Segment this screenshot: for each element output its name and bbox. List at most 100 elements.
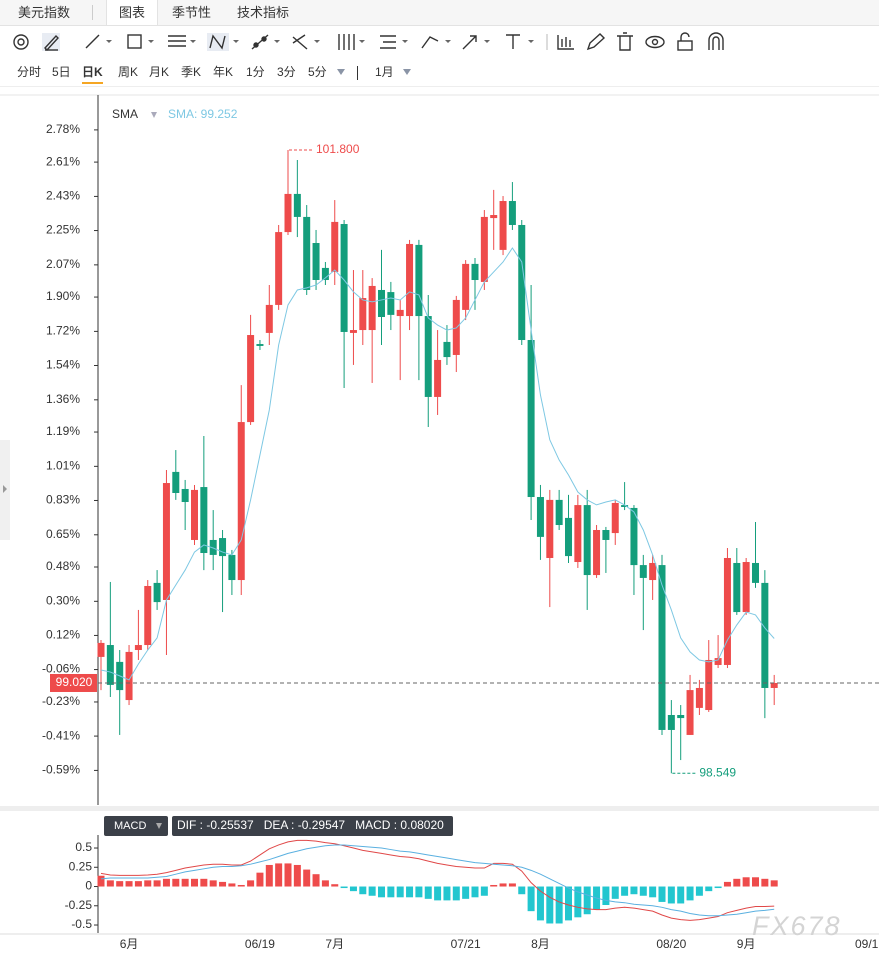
tool-icon[interactable] <box>617 32 633 51</box>
tab-divider <box>92 5 93 20</box>
tool-icon[interactable] <box>557 35 574 50</box>
candle-body <box>331 221 339 272</box>
macd-bar <box>134 881 142 887</box>
candle-body <box>237 422 245 581</box>
tool-icon[interactable] <box>677 32 693 51</box>
tool-icon[interactable] <box>168 35 196 47</box>
x-tick-label: 08/20 <box>656 937 686 951</box>
indicator-dropdown[interactable] <box>151 112 157 118</box>
period[interactable]: 季K <box>181 65 202 79</box>
candle-body <box>359 298 367 331</box>
y-tick-label: 0 <box>85 879 92 893</box>
period[interactable]: 1分 <box>246 65 265 79</box>
candle-body <box>649 562 657 581</box>
pane-separator <box>0 806 879 811</box>
candle-body <box>172 471 180 493</box>
macd-name: MACD <box>114 820 146 832</box>
tab[interactable]: 技术指标 <box>237 5 290 20</box>
macd-bar <box>761 878 769 887</box>
x-tick-label: 9月 <box>737 937 756 951</box>
x-tick-label: 6月 <box>120 937 139 951</box>
tool-icon[interactable] <box>586 33 606 51</box>
candle-body <box>462 263 470 310</box>
macd-bar <box>191 878 198 887</box>
tool-icon[interactable] <box>85 34 112 49</box>
tool-icon[interactable] <box>207 33 239 51</box>
period[interactable]: 年K <box>213 65 234 79</box>
candle-body <box>583 505 591 576</box>
candle-body <box>602 529 610 540</box>
macd-bar <box>415 886 423 898</box>
macd-bar <box>723 881 731 887</box>
candle-body <box>471 263 479 281</box>
candle-body <box>293 193 301 217</box>
candle-body <box>490 215 498 219</box>
tool-icon[interactable] <box>421 36 451 49</box>
tool-icon[interactable] <box>13 34 29 50</box>
tool-icon[interactable] <box>645 35 665 49</box>
range-dropdown[interactable] <box>402 67 412 77</box>
candle-body <box>209 539 217 555</box>
macd-bar <box>565 886 572 921</box>
candle-body <box>443 341 451 358</box>
low-label: 98.549 <box>699 765 736 779</box>
macd-bar <box>424 886 432 899</box>
macd-bar <box>462 886 470 899</box>
period[interactable]: 日K <box>82 62 103 84</box>
period-bar: 分时 5日 日K 周K 月K 季K 年K 1分 3分 5分 1月 <box>0 58 879 87</box>
macd-bar <box>742 877 750 887</box>
y-tick-label: 0.5 <box>75 840 92 854</box>
period[interactable]: 3分 <box>277 65 296 79</box>
x-tick-label: 07/21 <box>451 937 481 951</box>
period-dropdown[interactable] <box>336 67 346 77</box>
macd-bar <box>686 886 694 901</box>
tool-icon[interactable] <box>462 35 490 50</box>
macd-bar <box>518 886 526 895</box>
tool-icon[interactable] <box>127 34 154 49</box>
macd-bar <box>293 864 301 887</box>
tab[interactable]: 季节性 <box>172 5 212 20</box>
macd-bar <box>574 886 582 918</box>
tool-icon[interactable] <box>292 34 320 50</box>
candle-body <box>219 538 227 557</box>
candle-body <box>368 285 376 331</box>
macd-bar <box>349 886 357 892</box>
indicator-label[interactable]: SMA <box>112 107 138 121</box>
macd-bar <box>256 872 264 887</box>
period[interactable]: 分时 <box>17 65 42 79</box>
macd-bar <box>667 886 675 904</box>
period[interactable]: 5日 <box>52 65 71 79</box>
macd-bar <box>695 886 703 896</box>
tool-icon[interactable] <box>338 34 365 50</box>
y-tick-label: 2.78% <box>46 122 80 136</box>
period[interactable]: 周K <box>118 65 139 79</box>
x-tick-label: 7月 <box>325 937 344 951</box>
tool-icon[interactable] <box>708 32 724 50</box>
tool-icon[interactable] <box>380 35 408 49</box>
watermark: FX678 <box>752 911 842 941</box>
y-tick-label: 0.25 <box>69 859 93 873</box>
tab[interactable]: 图表 <box>106 0 159 25</box>
macd-bar <box>705 886 713 892</box>
tool-icon[interactable] <box>42 33 60 52</box>
candle-body <box>752 562 759 583</box>
period[interactable]: 5分 <box>308 65 327 79</box>
range[interactable]: 1月 <box>375 65 394 79</box>
macd-bar <box>321 880 329 887</box>
macd-bar <box>331 884 339 887</box>
macd-bar <box>508 883 516 887</box>
tool-icon[interactable] <box>506 34 534 49</box>
y-tick-label: 0.30% <box>46 593 80 607</box>
symbol-tab[interactable]: 美元指数 <box>18 5 71 20</box>
candle-body <box>630 507 638 566</box>
macd-selector[interactable] <box>104 816 168 836</box>
candle-body <box>265 304 273 333</box>
macd-bar <box>536 886 544 921</box>
macd-bar <box>490 884 498 887</box>
tool-icon[interactable] <box>251 34 280 50</box>
y-tick-label: -0.25 <box>65 898 93 912</box>
candle-body <box>480 216 488 282</box>
period[interactable]: 月K <box>149 65 170 79</box>
x-tick-label: 09/1 <box>855 937 879 951</box>
sma-legend: SMA: 99.252 <box>168 107 238 121</box>
